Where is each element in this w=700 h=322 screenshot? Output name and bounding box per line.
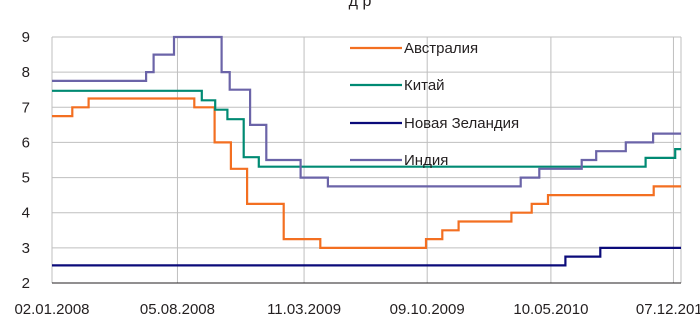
x-tick-label: 07.12.2010 xyxy=(636,301,700,318)
series-line-2 xyxy=(52,89,681,168)
y-tick-label: 4 xyxy=(22,205,30,222)
y-tick-label: 8 xyxy=(22,64,30,81)
x-tick-label: 11.03.2009 xyxy=(267,301,341,318)
series-line-1 xyxy=(52,97,681,249)
x-tick-label: 09.10.2009 xyxy=(390,301,465,318)
legend-label-2: Китай xyxy=(404,77,445,94)
y-tick-label: 7 xyxy=(22,99,30,116)
legend-label-3: Новая Зеландия xyxy=(404,115,519,132)
series-line-3 xyxy=(52,246,681,267)
x-tick-label: 05.08.2008 xyxy=(140,301,215,318)
legend-label-4: Индия xyxy=(404,152,448,169)
y-tick-label: 9 xyxy=(22,29,30,46)
y-tick-label: 5 xyxy=(22,170,30,187)
legend-label-1: Австралия xyxy=(404,40,478,57)
grid xyxy=(51,36,682,283)
series-line-4 xyxy=(52,35,681,188)
x-tick-label: 10.05.2010 xyxy=(513,301,588,318)
y-tick-label: 2 xyxy=(22,275,30,292)
x-tick-labels: 02.01.2008 05.08.2008 11.03.2009 09.10.2009… xyxy=(14,301,700,318)
y-tick-label: 6 xyxy=(22,134,30,151)
chart-title-partial: д р xyxy=(349,0,372,10)
y-tick-label: 3 xyxy=(22,240,30,257)
y-tick-labels: 2 3 4 5 6 7 8 9 xyxy=(22,29,30,292)
x-tick-label: 02.01.2008 xyxy=(14,301,89,318)
series-lines xyxy=(52,35,681,267)
legend: Австралия Китай Новая Зеландия Индия xyxy=(350,40,519,169)
